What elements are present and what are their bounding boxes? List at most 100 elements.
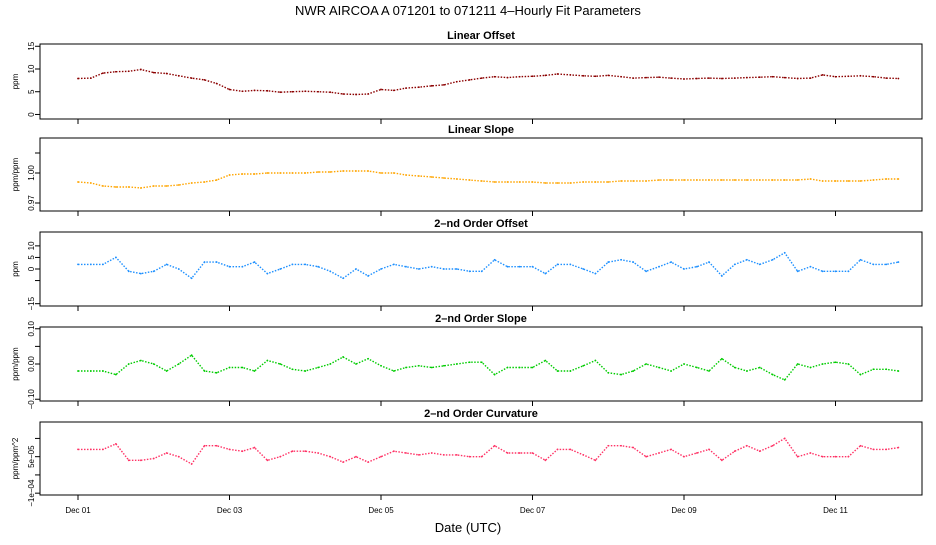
data-point (367, 275, 370, 277)
data-point (859, 258, 862, 261)
chart-panels: Linear Offset ppm 0 5 10 15 Linear Slope ppm/pp… (11, 30, 923, 515)
data-point (518, 452, 521, 454)
data-point (367, 461, 370, 464)
data-point (556, 448, 559, 451)
data-point (468, 179, 471, 181)
data-point (834, 270, 837, 273)
data-point (405, 366, 407, 369)
panel-title: Linear Slope (448, 124, 514, 136)
data-point (518, 366, 521, 369)
data-point (253, 89, 256, 92)
x-axis-label: Date (UTC) (435, 520, 501, 535)
y-tick-label: 10 (27, 241, 36, 250)
data-point (127, 186, 130, 188)
data-point (733, 366, 736, 369)
y-tick-label: 0.10 (27, 320, 36, 336)
data-point (215, 444, 218, 447)
y-axis-label: ppm/ppm (11, 347, 20, 381)
data-point (480, 455, 483, 458)
data-point (582, 268, 585, 270)
data-point (897, 178, 900, 180)
data-point (442, 453, 445, 456)
data-point (493, 258, 496, 261)
data-point (228, 366, 231, 369)
data-point (152, 457, 155, 460)
panel-2: Linear Slope ppm/ppm 0.97 1.00 (11, 124, 923, 216)
data-point (670, 370, 673, 372)
data-point (885, 448, 888, 451)
data-point (594, 75, 597, 78)
data-point (783, 251, 786, 254)
data-point (847, 180, 850, 182)
panel-frame (39, 43, 923, 120)
data-point (102, 72, 104, 74)
data-point (355, 455, 357, 458)
data-point (683, 78, 685, 80)
data-point (582, 364, 585, 367)
x-tick-label: Dec 07 (520, 506, 546, 515)
data-point (658, 179, 660, 181)
data-point (658, 366, 660, 369)
data-point (89, 182, 92, 184)
data-point (847, 363, 850, 365)
data-point (506, 181, 509, 183)
data-point (266, 459, 269, 462)
data-point (177, 455, 180, 458)
data-point (518, 75, 521, 78)
data-point (417, 175, 420, 177)
data-point (77, 77, 79, 80)
data-point (127, 459, 130, 462)
data-point (342, 277, 345, 280)
data-point (102, 448, 104, 451)
data-point (417, 268, 420, 270)
data-point (367, 93, 370, 95)
data-point (177, 363, 180, 365)
data-point (885, 263, 888, 266)
data-point (556, 263, 559, 266)
data-point (670, 77, 673, 79)
y-axis-label: ppm (11, 261, 20, 277)
data-point (430, 84, 433, 87)
data-point (177, 184, 180, 186)
panel-3: 2–nd Order Offset ppm −15 0 5 10 (11, 218, 923, 311)
data-point (380, 268, 382, 270)
data-point (544, 459, 547, 462)
data-point (872, 263, 875, 266)
data-point (139, 187, 142, 189)
data-point (215, 179, 218, 181)
panel-frame (39, 137, 923, 212)
data-point (228, 174, 231, 176)
data-point (872, 368, 875, 371)
data-point (771, 258, 774, 261)
data-point (468, 270, 471, 273)
data-point (253, 446, 256, 449)
data-point (607, 181, 610, 183)
data-point (708, 261, 710, 263)
data-point (417, 453, 420, 456)
data-point (228, 88, 231, 91)
panel-5: 2–nd Order Curvature ppm/ppm^2 −1e−04 5e−05… (11, 408, 923, 515)
data-point (809, 77, 812, 79)
data-point (771, 75, 774, 78)
data-series-line (77, 68, 899, 96)
data-point (897, 446, 900, 449)
data-point (203, 181, 206, 183)
data-point (480, 77, 483, 79)
y-tick-label: 0 (27, 112, 36, 117)
data-point (720, 275, 723, 277)
data-point (594, 459, 597, 462)
data-point (632, 370, 635, 372)
data-point (708, 370, 710, 372)
data-point (127, 270, 130, 273)
data-point (885, 368, 888, 371)
data-point (215, 82, 218, 85)
data-point (658, 76, 660, 79)
data-point (720, 179, 723, 181)
data-point (468, 79, 471, 81)
panel-title: 2–nd Order Curvature (424, 408, 538, 420)
data-point (872, 75, 875, 78)
data-point (556, 73, 559, 75)
data-point (114, 256, 117, 259)
data-point (291, 90, 294, 93)
data-point (531, 265, 534, 268)
